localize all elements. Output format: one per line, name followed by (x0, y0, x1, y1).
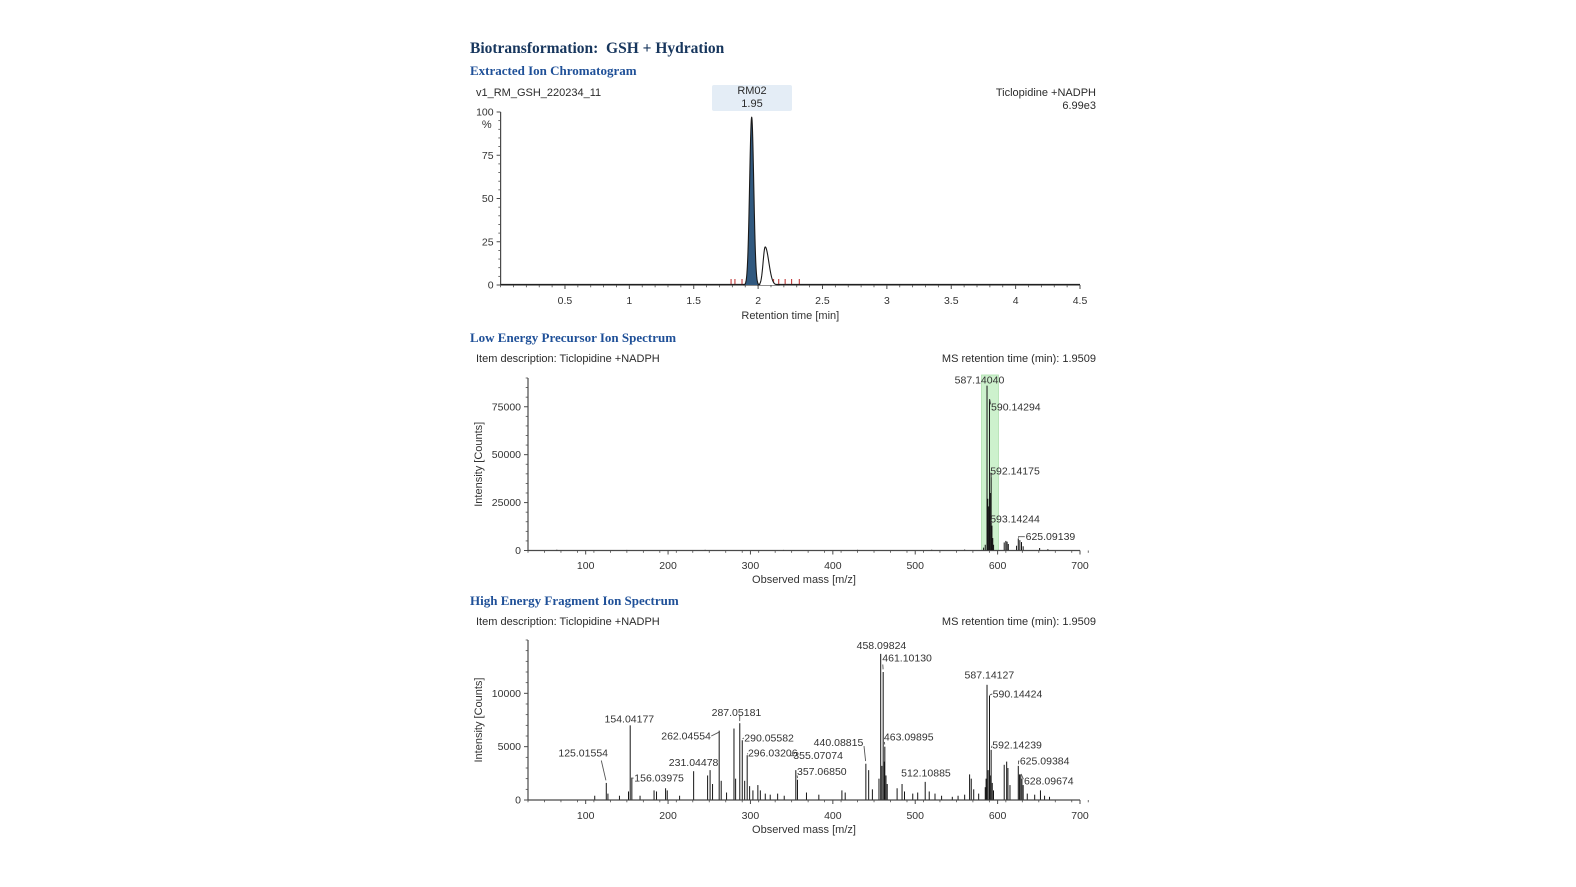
svg-text:357.06850: 357.06850 (797, 766, 847, 778)
svg-text:Intensity [Counts]: Intensity [Counts] (473, 422, 485, 507)
peak-annotation-rt: 1.95 (741, 98, 763, 110)
svg-text:Retention time [min]: Retention time [min] (741, 310, 839, 322)
svg-text:200: 200 (659, 560, 677, 572)
section-heading-xic: Extracted Ion Chromatogram (470, 63, 637, 78)
svg-text:4: 4 (1013, 295, 1019, 307)
svg-text:290.05582: 290.05582 (744, 733, 794, 745)
trace-name: Ticlopidine +NADPH (995, 87, 1096, 99)
svg-text:2.5: 2.5 (815, 295, 830, 307)
svg-text:231.04478: 231.04478 (669, 757, 719, 769)
svg-text:Observed mass [m/z]: Observed mass [m/z] (752, 574, 856, 586)
svg-text:458.09824: 458.09824 (857, 640, 907, 652)
svg-text:592.14175: 592.14175 (990, 465, 1040, 477)
svg-text:300: 300 (742, 560, 760, 572)
svg-text:500: 500 (906, 810, 924, 822)
svg-text:100: 100 (476, 108, 494, 119)
svg-text:4.5: 4.5 (1073, 295, 1088, 307)
svg-text:156.03975: 156.03975 (634, 773, 684, 785)
svg-text:587.14127: 587.14127 (965, 670, 1015, 682)
svg-text:100: 100 (577, 810, 595, 822)
trace-intensity: 6.99e3 (1062, 100, 1096, 112)
trace-legend: Ticlopidine +NADPH 6.99e3 (996, 87, 1096, 113)
svg-text:Intensity [Counts]: Intensity [Counts] (473, 678, 485, 763)
svg-text:296.03206: 296.03206 (748, 748, 798, 760)
svg-text:3: 3 (884, 295, 890, 307)
svg-text:512.10885: 512.10885 (901, 767, 951, 779)
precursor-spectrum-plot: 100 200 300 400 500 600 700 0 25000 50000 75000 Obs… (473, 374, 1089, 586)
svg-text:25: 25 (482, 236, 494, 248)
svg-text:593.14244: 593.14244 (990, 513, 1040, 525)
svg-text:600: 600 (989, 810, 1007, 822)
svg-text:10000: 10000 (492, 688, 521, 700)
svg-text:592.14239: 592.14239 (992, 740, 1042, 752)
svg-text:25000: 25000 (492, 497, 521, 509)
item-description-precursor: Item description: Ticlopidine +NADPH (476, 353, 660, 365)
peak-annotation: RM02 1.95 (712, 85, 792, 111)
page-title: Biotransformation: GSH + Hydration (470, 40, 725, 57)
svg-text:50000: 50000 (492, 449, 521, 461)
svg-text:500: 500 (906, 560, 924, 572)
svg-text:50: 50 (482, 193, 494, 205)
svg-text:1.5: 1.5 (686, 295, 701, 307)
svg-text:440.08815: 440.08815 (814, 737, 864, 749)
svg-text:287.05181: 287.05181 (712, 707, 762, 719)
svg-text:3.5: 3.5 (944, 295, 959, 307)
svg-text:0: 0 (488, 280, 494, 292)
svg-text:463.09895: 463.09895 (884, 732, 934, 744)
svg-text:5000: 5000 (498, 741, 522, 753)
svg-text:700: 700 (1071, 810, 1089, 822)
svg-text:590.14294: 590.14294 (991, 401, 1041, 413)
ms-retention-time-precursor: MS retention time (min): 1.9509 (941, 353, 1096, 365)
svg-text:587.14040: 587.14040 (955, 374, 1005, 386)
svg-text:400: 400 (824, 560, 842, 572)
svg-text:0.5: 0.5 (558, 295, 573, 307)
svg-text:625.09139: 625.09139 (1026, 531, 1076, 543)
peak-annotation-name: RM02 (737, 85, 767, 97)
svg-text:262.04554: 262.04554 (661, 731, 711, 743)
section-heading-fragment: High Energy Fragment Ion Spectrum (470, 593, 679, 608)
item-description-fragment: Item description: Ticlopidine +NADPH (476, 616, 660, 628)
svg-text:1: 1 (626, 295, 632, 307)
svg-text:355.07074: 355.07074 (793, 750, 843, 762)
svg-text:200: 200 (659, 810, 677, 822)
svg-text:400: 400 (824, 810, 842, 822)
ms-retention-time-fragment: MS retention time (min): 1.9509 (941, 616, 1096, 628)
svg-text:75000: 75000 (492, 401, 521, 413)
svg-text:Observed mass [m/z]: Observed mass [m/z] (752, 824, 856, 836)
svg-text:300: 300 (742, 810, 760, 822)
svg-text:0: 0 (515, 545, 521, 557)
sample-id: v1_RM_GSH_220234_11 (476, 87, 602, 99)
svg-text:461.10130: 461.10130 (882, 653, 932, 665)
section-heading-precursor: Low Energy Precursor Ion Spectrum (470, 330, 677, 345)
svg-text:628.09674: 628.09674 (1024, 775, 1074, 787)
svg-text:100: 100 (577, 560, 595, 572)
fragment-spectrum-plot: 100 200 300 400 500 600 700 0 5000 10000 Observed … (473, 639, 1089, 836)
svg-text:590.14424: 590.14424 (993, 688, 1043, 700)
svg-text:%: % (482, 119, 492, 131)
svg-text:625.09384: 625.09384 (1020, 756, 1070, 768)
svg-text:0: 0 (515, 795, 521, 807)
chromatogram-plot: 0.5 1 1.5 2 2.5 3 3.5 4 4.5 0 25 50 75 100 Retention t… (476, 108, 1088, 322)
svg-text:2: 2 (755, 295, 761, 307)
svg-text:700: 700 (1071, 560, 1089, 572)
svg-text:75: 75 (482, 150, 494, 162)
svg-text:154.04177: 154.04177 (605, 713, 655, 725)
svg-text:125.01554: 125.01554 (558, 748, 608, 760)
svg-text:600: 600 (989, 560, 1007, 572)
